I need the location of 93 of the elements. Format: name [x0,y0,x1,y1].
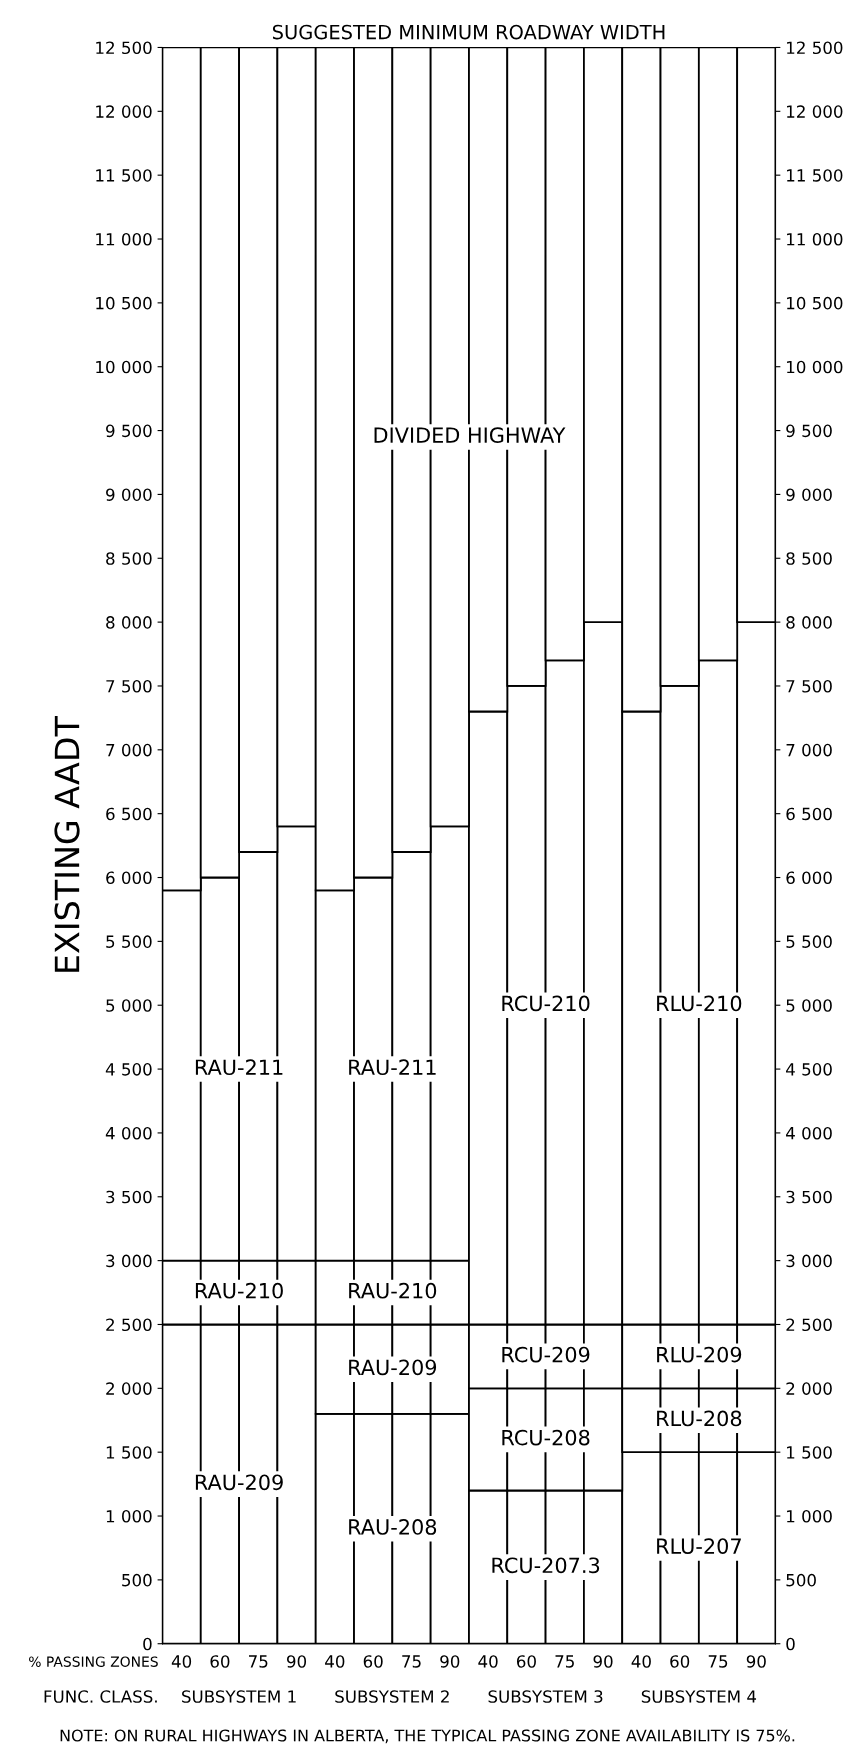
y-tick-label: 4 000 [105,1126,152,1140]
text: NOTE: ON RURAL HIGHWAYS IN ALBERTA, THE TYPICAL PASSING ZONE AVAILABILITY IS 75%. [60,1729,795,1744]
y-tick-label: 9 000 [106,488,152,501]
y2-tick-label: 4 000 [786,1126,832,1140]
y-tick-label: 4 500 [105,1063,152,1076]
y-tick-label: 1 500 [106,1446,152,1459]
y2-tick-label: 11 500 [787,169,843,182]
y-tick-label: 6 000 [106,871,152,885]
x-tick-label: 75 [402,1655,421,1668]
x-tick-label: 90 [287,1655,307,1668]
x-tick-label: 90 [593,1655,613,1668]
y2-tick-label: 9 500 [786,424,832,438]
y2-tick-label: 9 000 [786,488,832,501]
text: FUNC. CLASS. [44,1690,157,1703]
data-label: RLU-207 [657,1538,741,1554]
data-label: RAU-211 [195,1059,283,1076]
y-tick-label: 9 500 [106,424,152,438]
y-tick-label: 12 000 [96,105,152,118]
x-tick-label: 60 [670,1655,690,1668]
y-tick-label: 0 [143,1637,152,1651]
x-tick-label: 40 [631,1655,651,1668]
y2-tick-label: 5 500 [786,935,832,948]
data-label: RAU-208 [349,1519,437,1535]
chart-title: SUGGESTED MINIMUM ROADWAY WIDTH [272,24,665,40]
y-tick-label: 3 000 [106,1254,152,1268]
y2-tick-label: 1 000 [787,1509,832,1523]
data-label: RAU-209 [349,1359,437,1376]
text: % PASSING ZONES [29,1656,158,1667]
data-label: DIVIDED HIGHWAY [374,427,566,443]
x-tick-label: 40 [325,1655,345,1668]
x-tick-label: 60 [363,1655,383,1668]
y2-tick-label: 12 000 [787,105,843,118]
data-label: RCU-207.3 [492,1557,600,1574]
y2-tick-label: 1 500 [787,1446,832,1459]
y-tick-label: 8 500 [106,552,152,565]
y-tick-label: 8 000 [106,616,152,629]
y-tick-label: 500 [122,1573,152,1587]
y-tick-label: 11 500 [96,169,152,182]
y-axis-title: EXISTING AADT [54,716,80,972]
y2-tick-label: 10 500 [787,296,843,310]
y2-tick-label: 7 000 [786,743,832,757]
y2-tick-label: 12 500 [787,41,843,55]
y2-tick-label: 10 000 [787,360,843,374]
y2-tick-label: 6 500 [786,807,832,821]
y-tick-label: 1 000 [106,1509,152,1523]
x-tick-label: 40 [171,1655,192,1668]
y2-tick-label: 3 000 [786,1254,832,1268]
data-label: RLU-209 [657,1346,742,1363]
y-tick-label: 2 500 [106,1318,152,1332]
y2-tick-label: 500 [786,1573,816,1587]
y-tick-label: 5 000 [106,999,152,1012]
data-label: RAU-210 [349,1282,437,1299]
y2-tick-label: 6 000 [786,871,832,885]
data-label: RCU-210 [502,995,590,1012]
y2-tick-label: 0 [786,1637,795,1651]
y2-tick-label: 7 500 [786,679,832,693]
x-tick-label: 90 [440,1655,460,1668]
y-tick-label: 2 000 [106,1382,152,1395]
y-tick-label: 10 500 [96,296,152,310]
x-tick-label: 75 [555,1655,574,1668]
x-tick-label: 75 [249,1655,268,1668]
data-label: RCU-208 [502,1429,590,1446]
data-label: RAU-209 [195,1474,283,1491]
text: SUBSYSTEM 1 [182,1690,296,1703]
y-tick-label: 3 500 [106,1190,152,1204]
y-tick-label: 10 000 [96,360,152,374]
y-tick-label: 11 000 [96,232,152,246]
y2-tick-label: 3 500 [786,1190,832,1204]
text: SUBSYSTEM 4 [641,1690,757,1703]
text: SUBSYSTEM 3 [488,1690,603,1703]
y2-tick-label: 8 000 [786,616,832,629]
y2-tick-label: 11 000 [787,232,843,246]
x-tick-label: 90 [746,1655,766,1668]
y2-tick-label: 5 000 [786,999,832,1012]
y-tick-label: 5 500 [106,935,152,948]
text: SUBSYSTEM 2 [335,1690,449,1703]
y2-tick-label: 2 500 [786,1318,832,1332]
y2-tick-label: 8 500 [786,552,832,565]
y2-tick-label: 4 500 [786,1063,832,1076]
y-tick-label: 6 500 [106,807,152,821]
x-tick-label: 40 [478,1655,498,1668]
data-label: RLU-210 [657,995,742,1012]
y-tick-label: 7 000 [106,743,152,757]
y2-tick-label: 2 000 [786,1382,832,1395]
data-label: RAU-211 [349,1059,436,1076]
y-tick-label: 7 500 [106,679,152,693]
y-tick-label: 12 500 [96,41,152,55]
data-label: RLU-208 [657,1410,742,1427]
x-tick-label: 60 [517,1655,536,1668]
data-label: RCU-209 [502,1346,590,1363]
x-tick-label: 75 [708,1655,728,1668]
data-label: RAU-210 [195,1282,283,1299]
x-tick-label: 60 [210,1655,230,1668]
